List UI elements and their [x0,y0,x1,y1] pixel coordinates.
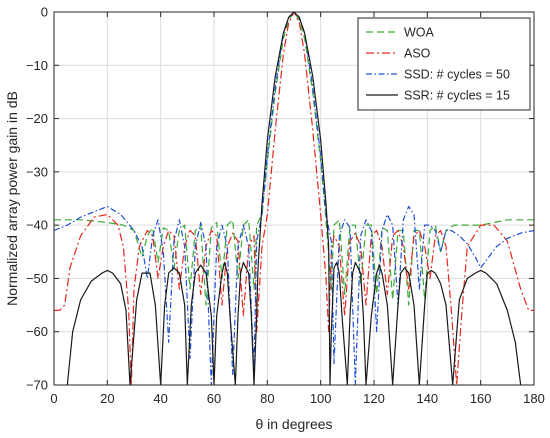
legend-label: SSD: # cycles = 50 [404,68,510,82]
legend: WOA ASO SSD: # cycles = 50 SSR: # cycles = … [357,17,531,111]
legend-label: ASO [404,47,431,61]
x-tick-label: 0 [50,391,57,406]
x-axis-ticks: 0 20 40 60 80 100 120 140 160 180 [50,12,545,406]
x-tick-label: 40 [153,391,167,406]
x-tick-label: 60 [207,391,221,406]
series-line-2 [54,11,534,386]
x-tick-label: 160 [470,391,492,406]
y-axis-label: Normalized array power gain in dB [4,91,20,306]
x-tick-label: 100 [310,391,332,406]
x-tick-label: 120 [363,391,385,406]
legend-label: WOA [404,26,435,40]
y-tick-label: −10 [26,58,48,73]
legend-label: SSR: # cycles = 15 [404,89,510,103]
y-tick-label: −50 [26,271,48,286]
y-tick-label: −60 [26,324,48,339]
x-tick-label: 20 [100,391,114,406]
x-axis-label: θ in degrees [255,416,332,432]
plot-border [53,11,535,386]
x-tick-label: 180 [523,391,545,406]
x-tick-label: 140 [416,391,438,406]
y-tick-label: −20 [26,111,48,126]
series-line-3 [54,11,534,386]
y-tick-label: −40 [26,218,48,233]
y-axis-ticks: 0 −10 −20 −30 −40 −50 −60 −70 [26,5,534,393]
y-tick-label: −30 [26,164,48,179]
y-tick-label: 0 [41,5,48,20]
y-tick-label: −70 [26,378,48,393]
x-tick-label: 80 [260,391,274,406]
